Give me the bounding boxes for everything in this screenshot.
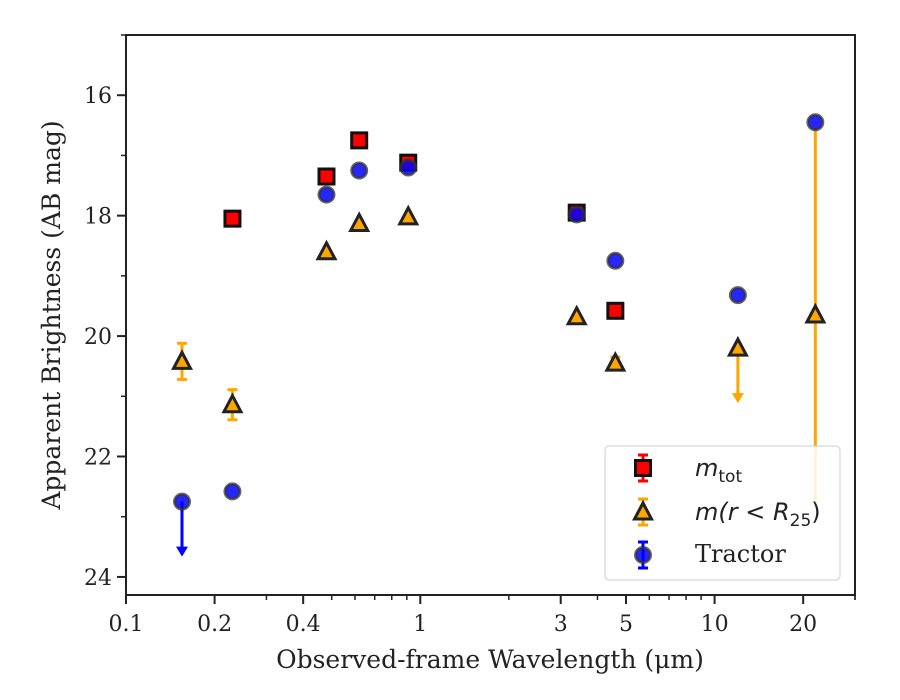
legend-mtot-sub: tot [718, 467, 742, 487]
data-point [567, 205, 586, 224]
series-mtot [223, 131, 625, 320]
y-tick-label: 16 [84, 84, 112, 109]
y-axis-label: Apparent Brightness (AB mag) [37, 120, 66, 510]
x-axis-ticks: 0.1 0.2 0.4 1 3 5 10 20 [109, 595, 856, 637]
legend-mr25-sub: 25 [790, 511, 812, 531]
data-point [806, 113, 825, 132]
data-point [348, 211, 371, 232]
legend-marker-mr25 [632, 499, 654, 521]
data-point [173, 492, 192, 511]
x-tick-label: 20 [789, 612, 817, 637]
data-point [223, 482, 242, 501]
legend-marker-tractor [634, 546, 652, 564]
data-point [315, 239, 338, 261]
x-tick-label: 0.4 [286, 612, 321, 637]
legend-markers [632, 453, 654, 570]
data-point [317, 167, 336, 186]
data-point [399, 158, 418, 177]
upper-limit-arrow-head [731, 393, 744, 404]
legend-mtot-base: m [695, 454, 718, 482]
data-point [223, 209, 242, 228]
x-axis-label: Observed-frame Wavelength (μm) [276, 645, 704, 674]
data-point [804, 302, 827, 324]
data-point [726, 335, 749, 357]
legend-marker-mtot [634, 459, 652, 477]
data-point [606, 301, 625, 320]
series-mr25 [171, 128, 827, 508]
series-tractor [173, 113, 825, 557]
legend-label-mr25: m(r < R25) [695, 498, 821, 531]
data-point [221, 392, 244, 414]
x-tick-label: 5 [619, 612, 633, 637]
legend-label-tractor: Tractor [695, 540, 786, 568]
data-point [565, 304, 588, 326]
data-point [317, 185, 336, 204]
data-point [728, 286, 747, 305]
legend-mr25-post: ) [811, 498, 820, 526]
data-point [350, 161, 369, 180]
y-tick-label: 22 [84, 446, 112, 471]
data-point [350, 131, 369, 150]
data-point [604, 350, 627, 372]
y-tick-label: 20 [84, 325, 112, 350]
x-tick-label: 10 [701, 612, 729, 637]
x-tick-label: 3 [554, 612, 568, 637]
legend-mr25-pre: m(r < R [695, 498, 790, 526]
y-tick-label: 24 [84, 566, 112, 591]
data-point [606, 251, 625, 270]
series-layer [171, 113, 827, 557]
legend-box [604, 445, 841, 581]
legend-label-mtot: mtot [695, 454, 742, 487]
upper-limit-arrow-head [176, 546, 189, 557]
x-tick-label: 1 [413, 612, 427, 637]
plot-frame [125, 34, 856, 596]
data-point [397, 204, 420, 226]
y-tick-label: 18 [84, 205, 112, 230]
x-tick-label: 0.1 [109, 612, 144, 637]
y-axis-ticks: 16 18 20 22 24 [84, 34, 126, 591]
x-tick-label: 0.2 [197, 612, 232, 637]
data-point [171, 349, 194, 370]
legend: mtot m(r < R25) Tractor [604, 445, 841, 581]
